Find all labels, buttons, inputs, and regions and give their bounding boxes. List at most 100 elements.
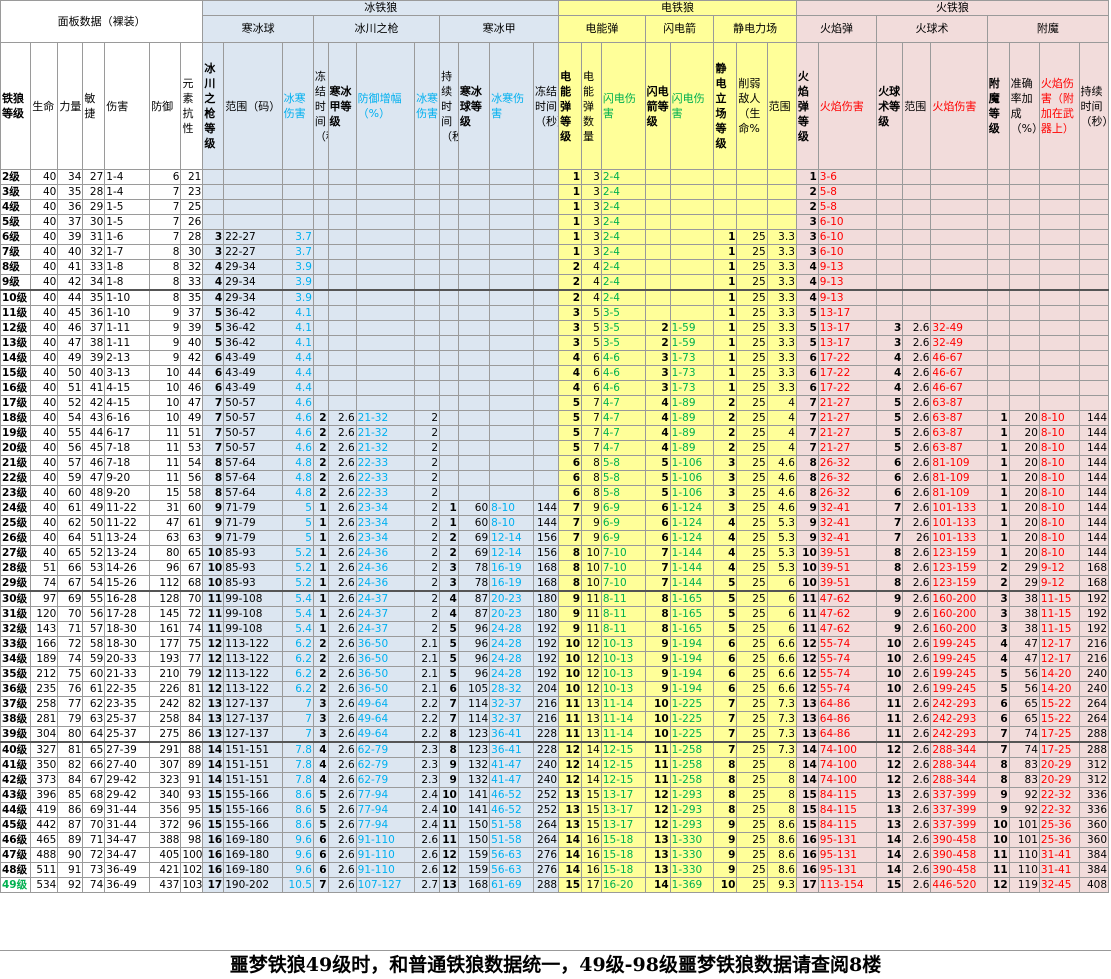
data-cell: 7 xyxy=(581,395,602,411)
data-cell: 35 xyxy=(82,289,106,306)
data-cell: 276 xyxy=(532,862,560,878)
data-cell: 2.6 xyxy=(902,772,932,788)
data-cell: 64 xyxy=(82,726,106,743)
data-cell xyxy=(644,274,671,291)
data-cell: 74-100 xyxy=(817,741,878,758)
data-cell: 2.6 xyxy=(902,711,932,727)
level-cell: 4级 xyxy=(0,199,32,215)
data-cell: 6-10 xyxy=(817,214,878,230)
data-cell xyxy=(439,244,459,260)
data-cell: 7 xyxy=(644,560,671,576)
data-cell: 4 xyxy=(986,636,1010,652)
data-cell: 8 xyxy=(713,772,738,788)
data-cell: 2 xyxy=(558,289,583,306)
data-cell: 5.2 xyxy=(281,560,314,576)
data-cell: 40 xyxy=(30,365,59,381)
data-cell: 96 xyxy=(457,651,491,667)
data-cell xyxy=(902,244,932,260)
data-cell: 5 xyxy=(439,651,459,667)
data-cell: 11 xyxy=(558,696,583,712)
data-cell: 9-13 xyxy=(817,289,878,306)
data-cell: 6 xyxy=(581,350,602,366)
data-cell: 9 xyxy=(713,817,738,833)
data-cell xyxy=(930,214,988,230)
data-cell: 3 xyxy=(581,229,602,245)
data-cell: 10 xyxy=(876,651,904,667)
data-cell: 85-93 xyxy=(223,545,283,561)
data-cell: 84-115 xyxy=(817,817,878,833)
data-cell: 81 xyxy=(57,741,84,758)
data-cell: 8 xyxy=(202,455,225,471)
data-cell: 6 xyxy=(766,590,797,607)
data-cell: 16 xyxy=(202,847,225,863)
data-cell: 25 xyxy=(736,636,768,652)
data-cell: 9.6 xyxy=(281,832,314,848)
data-cell: 6 xyxy=(558,455,583,471)
data-cell: 7 xyxy=(876,515,904,531)
data-cell: 1-4 xyxy=(104,184,151,200)
data-cell: 10 xyxy=(795,575,819,592)
data-cell: 2.6 xyxy=(902,395,932,411)
data-cell: 4 xyxy=(644,395,671,411)
data-cell: 4-7 xyxy=(600,440,646,456)
table-row: 46级 465 89 71 34-47 388 98 16 169-180 9.6 6 2.6 91-1… xyxy=(0,832,1110,848)
data-cell: 7 xyxy=(986,741,1010,758)
data-cell xyxy=(489,395,534,411)
data-cell: 2 xyxy=(312,470,329,486)
data-cell: 2.6 xyxy=(327,410,357,426)
data-cell: 29 xyxy=(1008,575,1040,592)
data-cell: 127-137 xyxy=(223,696,283,712)
data-cell: 5 xyxy=(439,636,459,652)
data-cell: 8 xyxy=(766,772,797,788)
data-cell: 144 xyxy=(1078,530,1110,546)
data-cell xyxy=(1008,169,1040,185)
data-cell xyxy=(669,169,715,185)
data-cell: 67 xyxy=(180,560,204,576)
data-cell: 59 xyxy=(82,651,106,667)
data-cell xyxy=(355,259,416,275)
data-cell xyxy=(457,470,491,486)
data-cell xyxy=(532,335,560,351)
data-cell: 13-17 xyxy=(817,320,878,336)
sub-header: 火球术 xyxy=(876,15,988,43)
data-cell: 1-106 xyxy=(669,470,715,486)
data-cell xyxy=(355,365,416,381)
data-cell: 18-30 xyxy=(104,621,151,637)
data-cell: 17 xyxy=(795,877,819,893)
data-cell: 82 xyxy=(180,696,204,712)
data-cell: 8 xyxy=(149,259,182,275)
column-header: 火焰伤害 xyxy=(817,42,878,170)
data-cell: 199-245 xyxy=(930,681,988,697)
column-header: 寒冰甲等级 xyxy=(327,42,357,170)
data-cell: 49 xyxy=(57,350,84,366)
data-cell: 2 xyxy=(795,199,819,215)
data-cell: 46-67 xyxy=(930,365,988,381)
data-cell xyxy=(1038,320,1080,336)
data-cell: 6 xyxy=(439,681,459,697)
data-cell: 2.6 xyxy=(902,666,932,682)
data-cell xyxy=(1038,289,1080,306)
data-cell: 36-41 xyxy=(489,726,534,743)
column-header: 持续时间（秒） xyxy=(439,42,459,170)
data-cell: 16 xyxy=(202,832,225,848)
data-cell: 13 xyxy=(795,696,819,712)
data-cell: 28 xyxy=(180,229,204,245)
data-cell: 4 xyxy=(766,440,797,456)
data-cell: 87 xyxy=(457,606,491,622)
data-cell xyxy=(1038,244,1080,260)
data-cell: 226 xyxy=(149,681,182,697)
data-cell xyxy=(489,169,534,185)
data-cell: 1-165 xyxy=(669,606,715,622)
data-cell xyxy=(1008,214,1040,230)
data-cell: 1 xyxy=(558,199,583,215)
data-cell: 6 xyxy=(766,621,797,637)
data-cell: 1 xyxy=(713,380,738,396)
data-cell: 1 xyxy=(986,500,1010,516)
data-cell: 177 xyxy=(149,636,182,652)
data-cell: 2.6 xyxy=(327,425,357,441)
data-cell: 9 xyxy=(986,802,1010,818)
data-cell xyxy=(766,184,797,200)
data-cell: 144 xyxy=(1078,440,1110,456)
data-cell: 1 xyxy=(558,229,583,245)
data-cell: 5 xyxy=(558,410,583,426)
